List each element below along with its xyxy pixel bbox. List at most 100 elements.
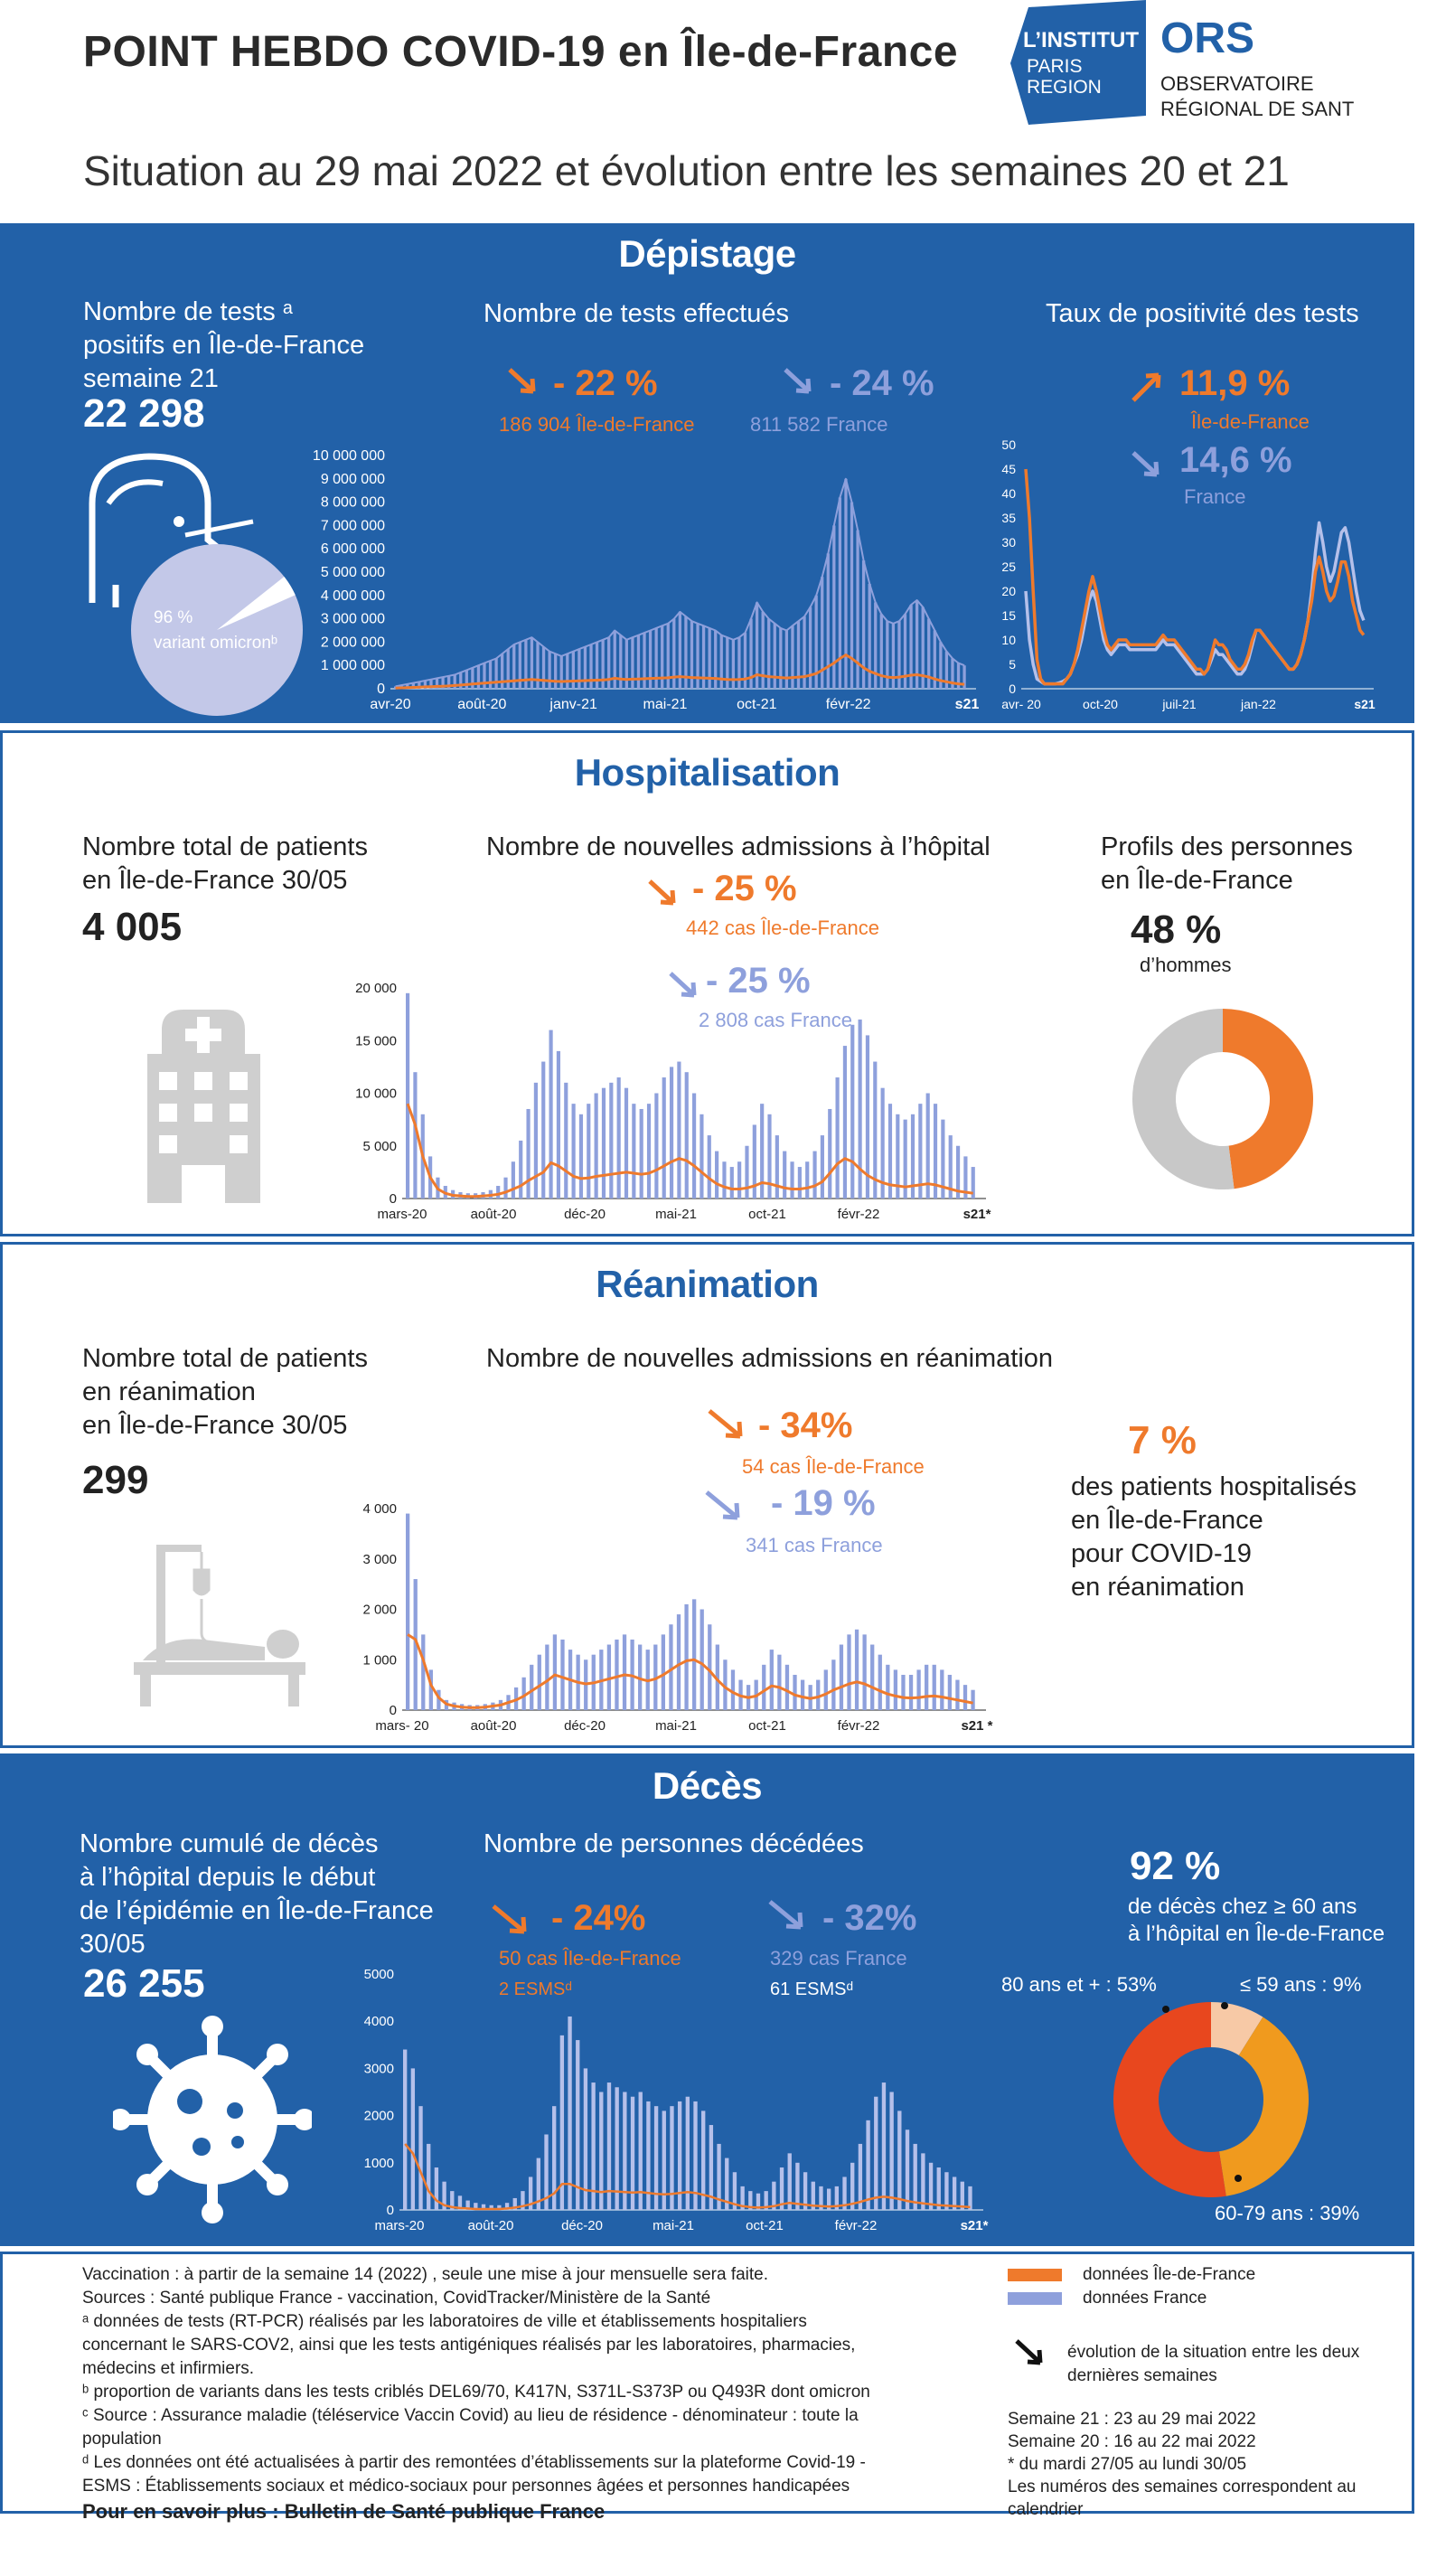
bar — [549, 1029, 553, 1199]
y-tick-label: 10 000 000 — [313, 448, 385, 464]
x-tick-label: s21 — [1354, 697, 1376, 711]
y-tick-label: 1 000 000 — [321, 658, 385, 673]
bar — [678, 611, 681, 689]
virus-icon — [113, 2016, 312, 2223]
trend-arrow-icon — [708, 1409, 743, 1439]
bar — [793, 1674, 797, 1710]
bar — [512, 2197, 517, 2210]
age-donut — [1113, 2002, 1309, 2197]
bar — [530, 1664, 534, 1710]
bar — [638, 1644, 643, 1710]
bar — [646, 2101, 651, 2210]
positives-label-line2: positifs en Île-de-France — [83, 331, 365, 360]
arrow-legend-line1: évolution de la situation entre les deux — [1067, 2343, 1360, 2362]
bar — [879, 614, 883, 689]
trend-arrow-icon — [669, 972, 697, 998]
y-tick-label: 8 000 000 — [321, 495, 385, 511]
bar — [947, 1674, 953, 1710]
y-tick-label: 0 — [390, 1191, 397, 1207]
bar — [601, 639, 605, 689]
bar — [783, 1151, 787, 1199]
hosp-fr-detail: 2 808 cas France — [699, 1009, 852, 1031]
deces-fr-esms: 61 ESMSᵈ — [770, 1979, 854, 1999]
bar — [808, 606, 812, 689]
bar — [762, 1664, 766, 1710]
y-tick-label: 50 — [1001, 437, 1016, 452]
bar — [740, 2186, 745, 2210]
x-tick-label: mars- 20 — [375, 1718, 428, 1734]
profile-text: d’hommes — [1140, 954, 1232, 976]
positives-label-line3: semaine 21 — [83, 364, 219, 393]
bar — [775, 1135, 779, 1199]
deces-idf-pct: - 24% — [551, 1898, 646, 1938]
bar — [447, 675, 451, 689]
x-tick-label: mai-21 — [643, 697, 688, 712]
bar — [669, 1624, 673, 1710]
donut-slice — [1218, 2017, 1309, 2196]
hosp-chart-title: Nombre de nouvelles admissions à l’hôpit… — [486, 832, 991, 861]
series-line — [395, 477, 965, 688]
bar — [878, 1654, 882, 1710]
bar — [654, 1093, 659, 1199]
section-title: Dépistage — [618, 232, 796, 275]
footer-note: ESMS : Établissements sociaux et médico-… — [82, 2477, 850, 2496]
hosp-fr-pct: - 25 % — [706, 961, 811, 1001]
bar — [496, 1186, 501, 1199]
y-tick-label: 3 000 000 — [321, 612, 385, 627]
y-tick-label: 2 000 — [362, 1603, 397, 1618]
bar — [767, 618, 771, 689]
bar — [925, 1664, 929, 1710]
bar — [861, 560, 866, 689]
bar — [850, 502, 854, 689]
y-tick-label: 5 000 — [362, 1139, 397, 1154]
bar — [732, 2172, 737, 2210]
x-tick-label: mars-20 — [377, 1207, 427, 1222]
bar — [948, 1135, 953, 1199]
x-tick-label: jan-22 — [1240, 697, 1276, 711]
age-6079-label: 60-79 ans : 39% — [1215, 2202, 1360, 2224]
bar — [423, 680, 427, 689]
rea-idf-detail: 54 cas Île-de-France — [742, 1455, 925, 1478]
tests-fr-detail: 811 582 France — [750, 413, 888, 436]
bar — [497, 2205, 502, 2210]
y-tick-label: 20 000 — [355, 981, 397, 996]
bar — [700, 1114, 704, 1199]
ors-logo[interactable]: L’INSTITUT PARIS REGION ORS OBSERVATOIRE… — [1010, 0, 1354, 131]
tests-fr-pct: - 24 % — [830, 363, 934, 403]
trend-arrow-icon — [648, 879, 676, 906]
bar — [811, 2181, 815, 2210]
x-tick-label: s21 — [955, 697, 980, 712]
bar — [696, 623, 700, 689]
bar — [554, 653, 558, 689]
x-tick-label: déc-20 — [564, 1207, 606, 1222]
bar — [583, 646, 587, 689]
bar — [544, 2134, 549, 2210]
bar — [427, 2143, 431, 2210]
bar — [952, 2176, 957, 2210]
bar — [874, 2096, 878, 2210]
bar — [779, 627, 783, 689]
deces-cum-label-line1: Nombre cumulé de décès — [80, 1829, 379, 1858]
bar — [731, 639, 736, 689]
bar — [955, 1679, 960, 1710]
bar — [685, 2096, 690, 2210]
bar — [743, 633, 747, 689]
bar — [805, 1161, 810, 1199]
legend-swatch-idf — [1008, 2269, 1062, 2281]
bar — [963, 1156, 968, 1199]
bar — [796, 621, 801, 689]
x-tick-label: juil-21 — [1161, 697, 1197, 711]
bar — [881, 2082, 887, 2210]
bar — [752, 1124, 756, 1199]
bar — [880, 1087, 885, 1199]
more-info-link[interactable]: Pour en savoir plus : Bulletin de Santé … — [82, 2500, 606, 2523]
footer-note: Sources : Santé publique France - vaccin… — [82, 2289, 711, 2308]
y-tick-label: 6 000 000 — [321, 541, 385, 557]
label-marker — [1162, 2006, 1169, 2013]
bar — [624, 1087, 629, 1199]
legend-swatch-fr — [1008, 2292, 1062, 2305]
hospital-icon — [147, 1010, 260, 1203]
trend-arrow-icon — [705, 1490, 740, 1520]
rea-total-label-line2: en réanimation — [82, 1377, 256, 1406]
icu-bed-icon — [134, 1545, 305, 1706]
